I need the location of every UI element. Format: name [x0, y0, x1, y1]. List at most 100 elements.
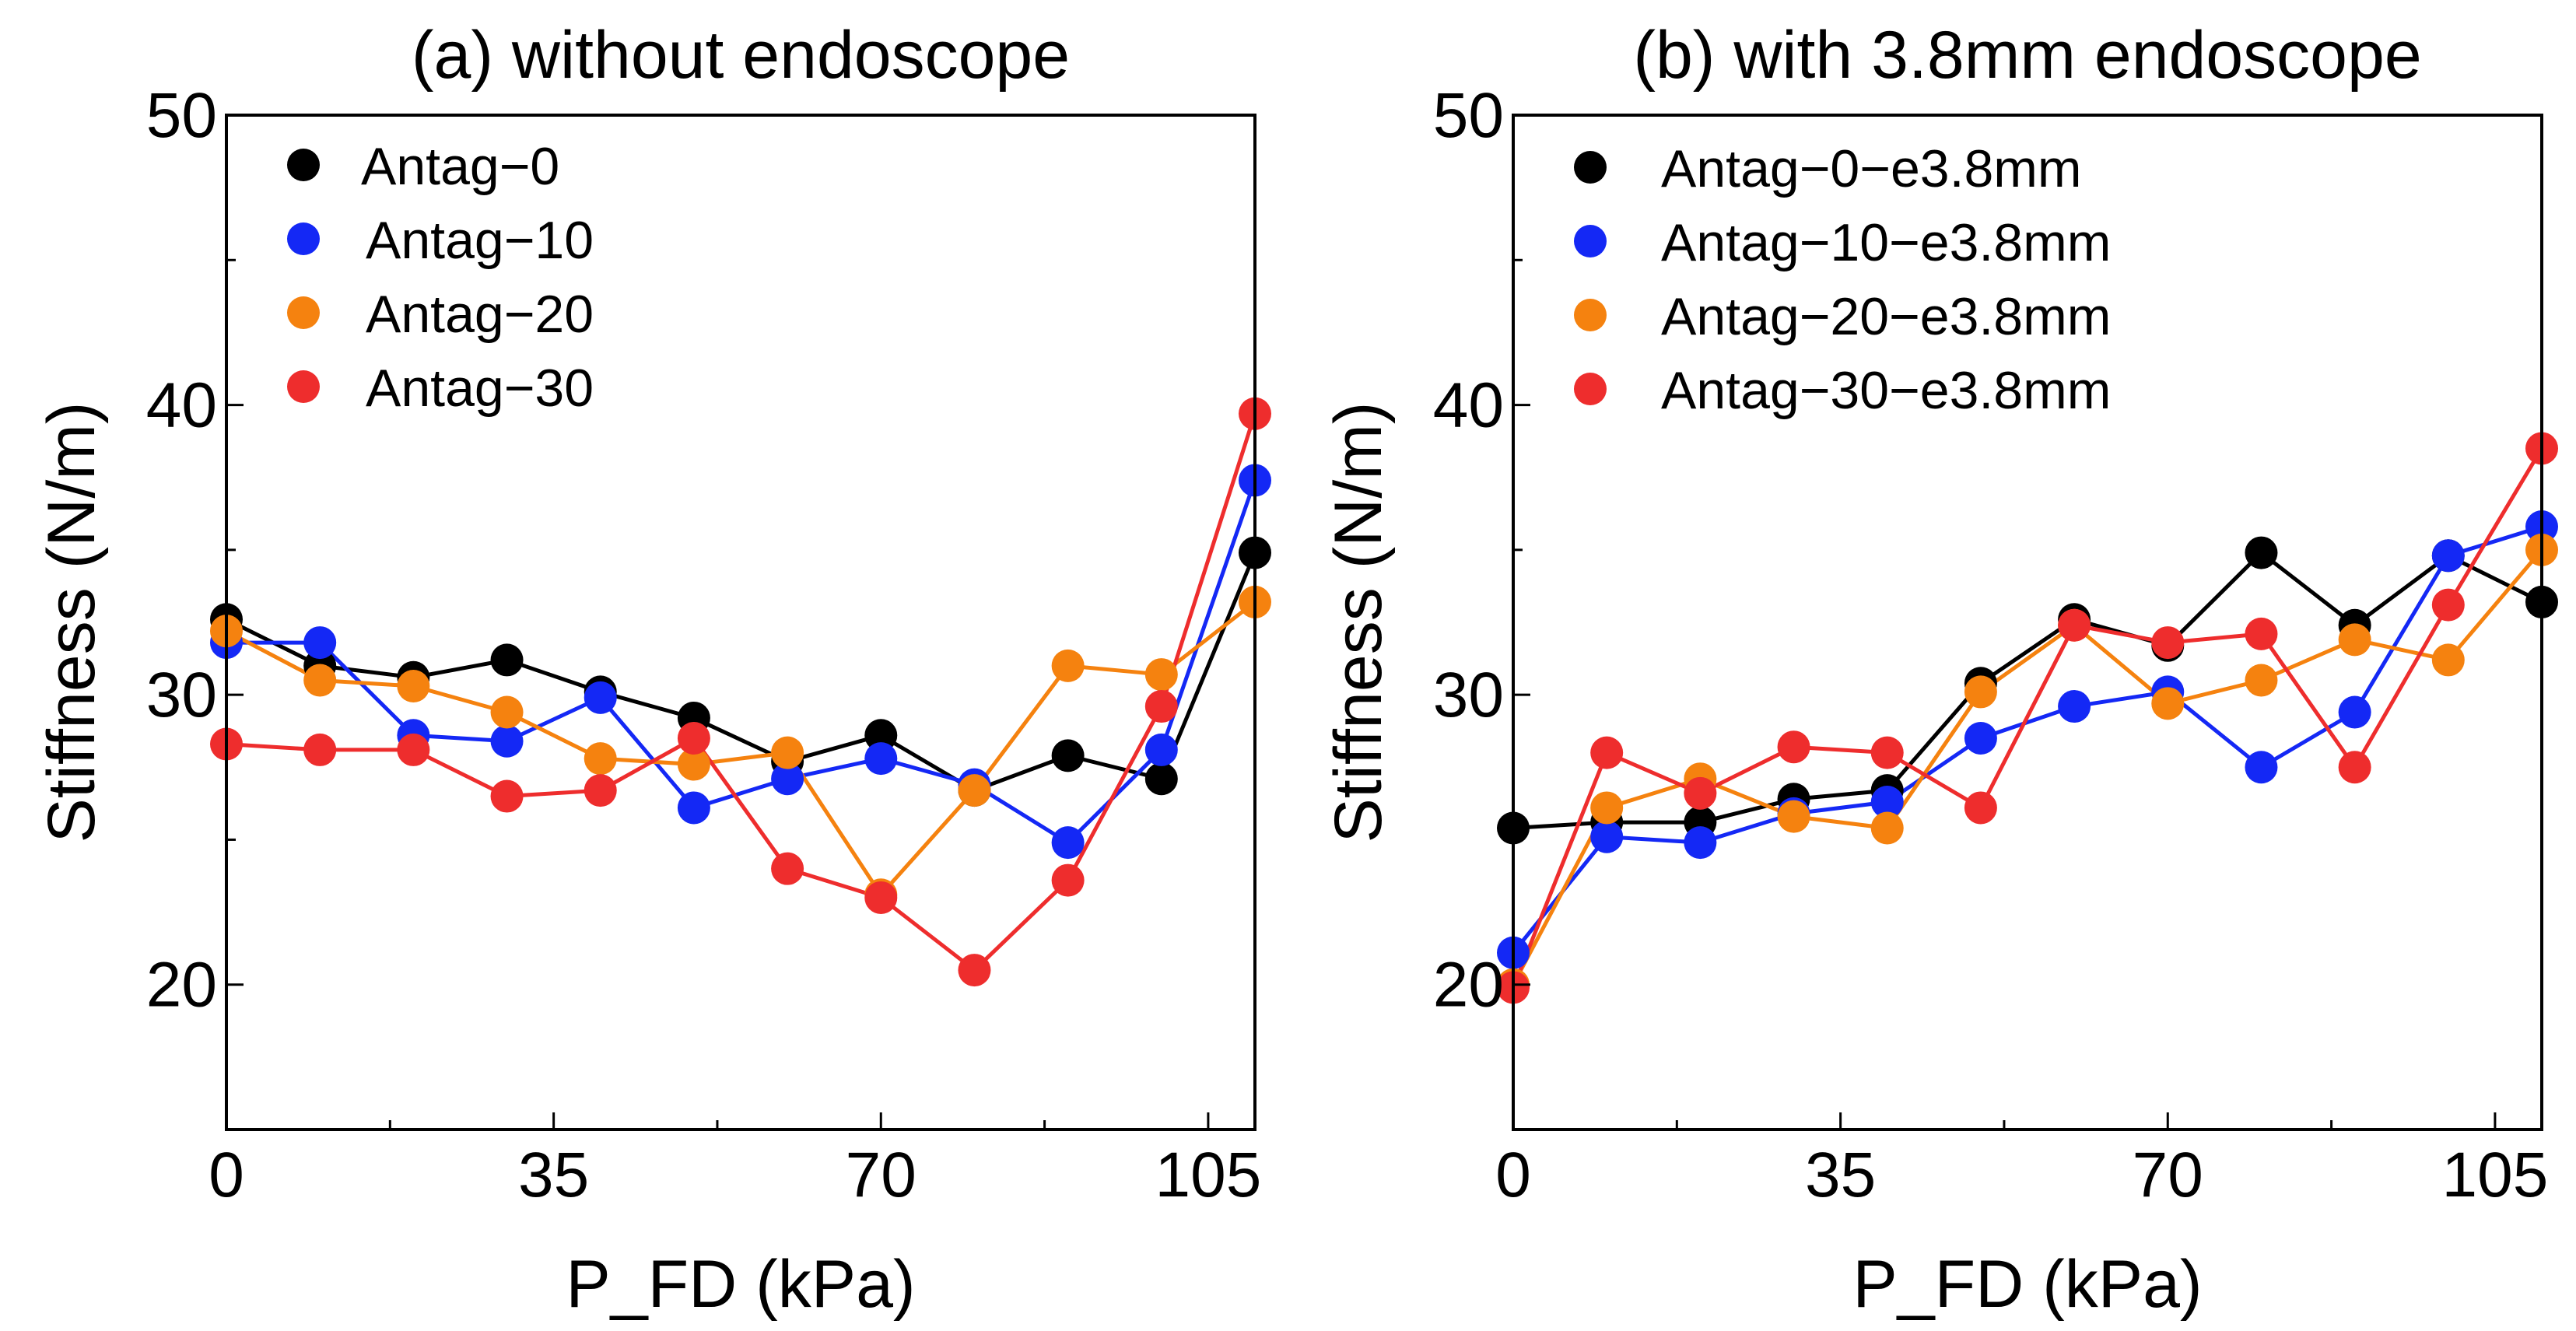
data-point-s2-8	[958, 774, 991, 807]
series-line-0	[225, 552, 1257, 793]
data-point-s2-4	[1870, 811, 1904, 845]
series-line-2	[1511, 548, 2543, 986]
data-point-s3-8	[958, 954, 991, 987]
data-point-s1-1	[303, 626, 337, 660]
data-point-s3-3	[490, 779, 524, 813]
data-point-s2-1	[1590, 791, 1624, 825]
data-point-s2-7	[2151, 687, 2185, 720]
legend-label-2: Antag−20	[366, 285, 594, 344]
data-point-s1-10	[2431, 539, 2465, 573]
legend-label-1: Antag−10	[366, 211, 594, 270]
data-point-s1-9	[1051, 826, 1085, 860]
data-point-s3-10	[1144, 690, 1178, 723]
y-tick-label: 30	[1433, 660, 1504, 730]
legend-marker-3	[287, 370, 320, 403]
y-tick-label: 20	[146, 950, 217, 1021]
data-point-s3-5	[677, 722, 710, 755]
x-axis-label: P_FD (kPa)	[1852, 1247, 2202, 1322]
legend-marker-0	[1574, 151, 1607, 184]
data-point-s0-3	[490, 643, 524, 677]
plot-frame	[225, 114, 1256, 1131]
data-point-s2-1	[303, 664, 337, 697]
y-tick-label: 50	[146, 80, 217, 151]
data-point-s1-4	[584, 681, 617, 714]
y-tick-label: 30	[146, 660, 217, 730]
legend-marker-2	[1574, 299, 1607, 331]
data-point-s3-9	[2338, 751, 2371, 784]
data-point-s2-3	[1777, 800, 1810, 833]
data-point-s3-1	[1590, 736, 1624, 769]
plot-frame	[1512, 114, 2543, 1131]
data-point-s2-3	[490, 695, 524, 729]
y-axis-label: Stiffness (N/m)	[1321, 401, 1396, 842]
data-point-s2-4	[584, 742, 617, 776]
data-point-s2-6	[771, 736, 804, 769]
data-point-s2-2	[397, 669, 430, 702]
series-line-1	[1512, 524, 2543, 954]
series-line-0	[1512, 551, 2543, 831]
data-point-s1-6	[2058, 690, 2091, 723]
series-line-1	[226, 479, 1257, 845]
chart-title: (b) with 3.8mm endoscope	[1633, 18, 2421, 93]
legend-marker-2	[287, 296, 320, 329]
y-tick-label: 40	[146, 370, 217, 441]
legend-marker-1	[287, 222, 320, 255]
data-point-s3-4	[584, 774, 617, 807]
series-line-3	[1511, 447, 2544, 989]
data-point-s2-10	[1144, 658, 1178, 692]
legend-label-0: Antag−0	[361, 137, 559, 196]
data-point-s3-5	[1964, 791, 1997, 825]
legend-label-0: Antag−0−e3.8mm	[1661, 139, 2082, 198]
x-tick-label: 0	[1495, 1140, 1531, 1210]
data-point-s1-8	[2245, 751, 2278, 784]
data-point-s1-3	[490, 724, 524, 758]
legend-label-3: Antag−30	[366, 359, 594, 418]
data-point-s3-7	[864, 881, 898, 914]
data-point-s0-10	[1144, 762, 1178, 796]
chart-title: (a) without endoscope	[412, 18, 1070, 93]
data-point-s2-10	[2431, 643, 2465, 677]
data-point-s3-7	[2151, 626, 2185, 660]
data-point-s3-10	[2431, 588, 2465, 622]
x-tick-label: 105	[1155, 1140, 1261, 1210]
x-tick-label: 70	[846, 1140, 916, 1210]
data-point-s2-8	[2245, 664, 2278, 697]
data-point-s3-6	[2058, 608, 2091, 642]
data-point-s0-7	[864, 719, 898, 752]
x-tick-label: 35	[1805, 1140, 1876, 1210]
x-tick-label: 70	[2133, 1140, 2203, 1210]
data-point-s1-6	[771, 762, 804, 796]
data-point-s3-9	[1051, 863, 1085, 897]
y-tick-label: 50	[1433, 80, 1504, 151]
data-point-s1-5	[1964, 722, 1997, 755]
data-point-s3-2	[397, 733, 430, 766]
data-point-s2-5	[677, 748, 710, 781]
data-point-s3-6	[771, 852, 804, 885]
x-tick-label: 0	[209, 1140, 244, 1210]
data-point-s2-5	[1964, 675, 1997, 709]
y-tick-label: 40	[1433, 370, 1504, 441]
data-point-s2-9	[2338, 623, 2371, 657]
legend-label-2: Antag−20−e3.8mm	[1661, 287, 2111, 346]
data-point-s1-10	[1144, 733, 1178, 766]
series-line-3	[226, 412, 1257, 972]
data-point-s1-5	[677, 791, 710, 825]
chart-panel-a: (a) without endoscope 20 30 40 50 0 35 70 105 P_F…	[34, 18, 1271, 1322]
data-point-s1-1	[1590, 820, 1624, 853]
data-point-s1-9	[2338, 695, 2371, 729]
data-point-s2-9	[1051, 649, 1085, 682]
data-point-s3-1	[303, 733, 337, 766]
chart-panel-b: (b) with 3.8mm endoscope 20 30 40 50 0 35 70 105…	[1321, 18, 2558, 1322]
data-point-s1-2	[1684, 826, 1717, 860]
legend-marker-0	[287, 149, 320, 181]
y-tick-label: 20	[1433, 950, 1504, 1021]
data-point-s1-4	[1870, 785, 1904, 818]
data-point-s1-7	[864, 742, 898, 776]
legend-label-3: Antag−30−e3.8mm	[1661, 361, 2111, 420]
x-axis-label: P_FD (kPa)	[566, 1247, 915, 1322]
data-point-s3-2	[1684, 776, 1717, 810]
data-point-s0-8	[2245, 536, 2278, 569]
x-tick-label: 35	[518, 1140, 589, 1210]
x-tick-label: 105	[2441, 1140, 2548, 1210]
